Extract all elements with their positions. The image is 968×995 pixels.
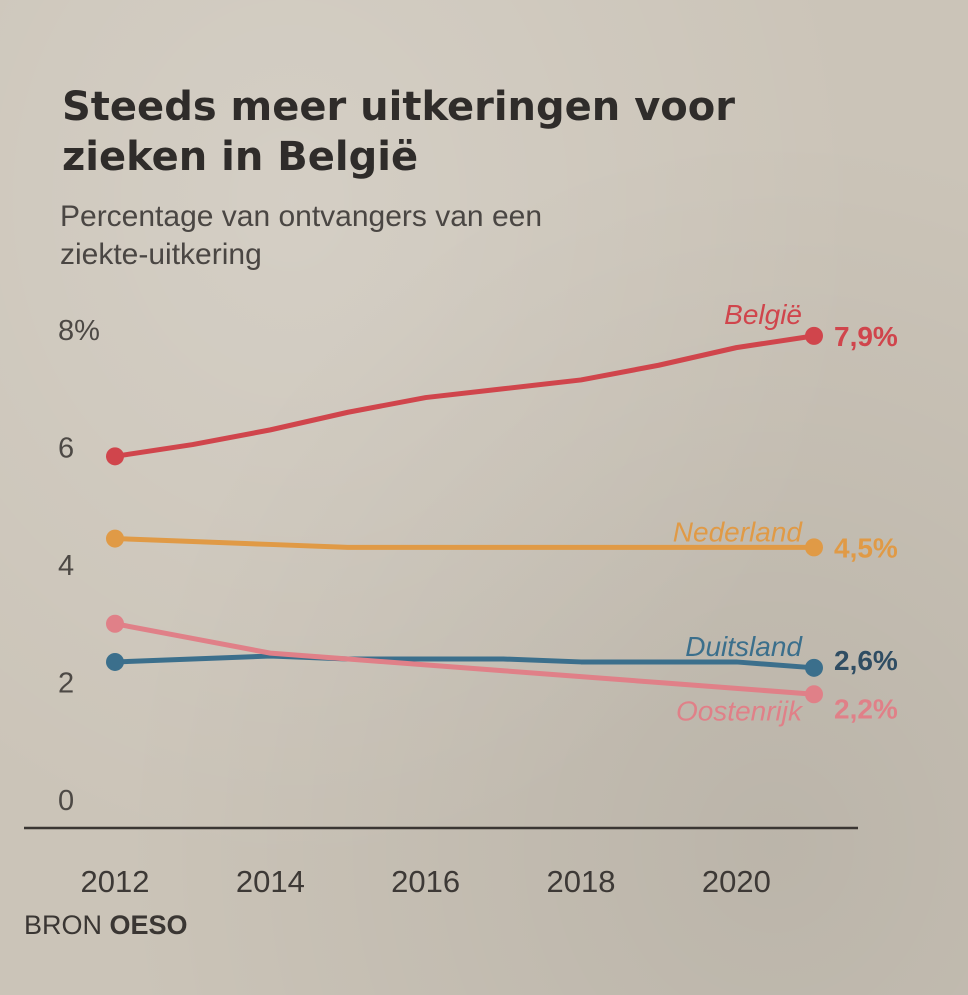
series-line — [112, 653, 817, 671]
y-tick-label: 6 — [58, 433, 74, 465]
series-line — [112, 333, 817, 459]
y-axis-ticks: 0 2 4 6 8% — [58, 315, 100, 817]
series-name-label: Oostenrijk — [676, 695, 804, 726]
source-note: BRON OESO — [24, 910, 188, 941]
end-point — [805, 685, 823, 704]
start-point — [106, 614, 124, 633]
start-point — [106, 529, 124, 548]
series-duitsland: Duitsland 2,6% — [106, 631, 898, 677]
series-end-value: 4,5% — [834, 532, 898, 563]
source-label: BRON — [24, 910, 103, 940]
start-point — [106, 447, 124, 466]
series-end-value: 2,6% — [834, 645, 898, 676]
y-tick-label: 4 — [58, 550, 74, 582]
x-tick-label: 2020 — [702, 864, 771, 899]
x-tick-label: 2018 — [547, 864, 616, 899]
series-line — [112, 621, 817, 697]
x-tick-label: 2016 — [391, 864, 460, 899]
source-name: OESO — [109, 910, 188, 940]
series-name-label: België — [724, 299, 802, 330]
chart-subtitle: Percentage van ontvangers van een ziekte… — [60, 200, 543, 271]
series-oostenrijk: Oostenrijk 2,2% — [106, 614, 898, 726]
x-tick-label: 2012 — [81, 864, 150, 899]
end-point — [805, 326, 823, 345]
series-belgië: België 7,9% — [106, 299, 898, 466]
chart-title: Steeds meer uitkeringen voor zieken in B… — [62, 84, 735, 180]
series-end-value: 2,2% — [834, 693, 898, 724]
series-name-label: Nederland — [673, 516, 804, 547]
series-line — [112, 536, 817, 550]
series-nederland: Nederland 4,5% — [106, 516, 898, 563]
start-point — [106, 652, 124, 671]
x-axis-ticks: 2012 2014 2016 2018 2020 — [81, 864, 771, 899]
series-end-value: 7,9% — [834, 321, 898, 352]
end-point — [805, 538, 823, 557]
y-tick-label: 2 — [58, 668, 74, 700]
y-tick-label: 8% — [58, 315, 100, 347]
x-tick-label: 2014 — [236, 864, 305, 899]
end-point — [805, 658, 823, 677]
y-tick-label: 0 — [58, 785, 74, 817]
series-name-label: Duitsland — [685, 631, 803, 662]
